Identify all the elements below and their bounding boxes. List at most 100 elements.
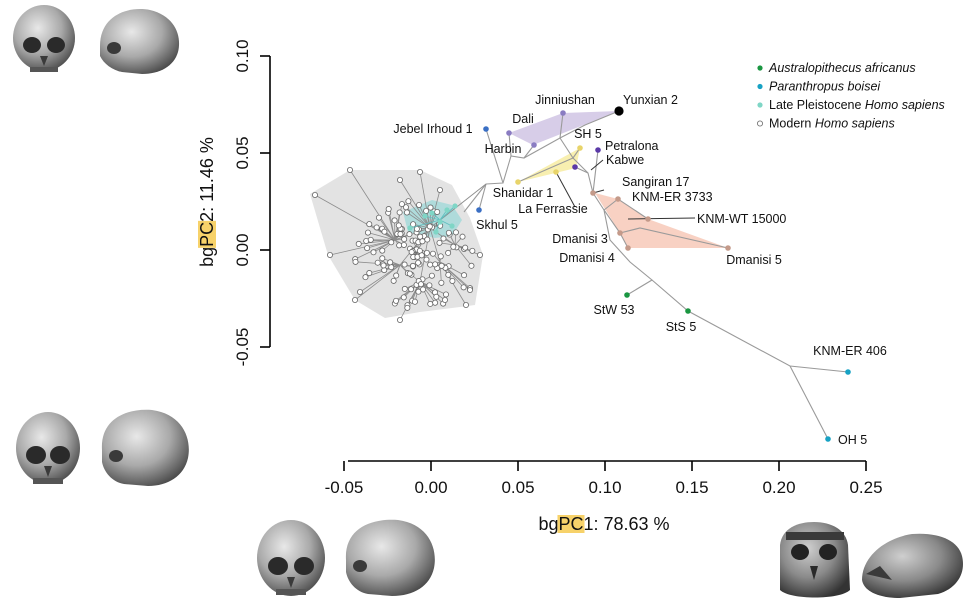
modern-point (445, 229, 452, 236)
modern-point (401, 261, 408, 268)
specimen-point (476, 207, 482, 213)
legend-marker (757, 83, 763, 90)
modern-point (364, 229, 371, 236)
modern-point (373, 224, 380, 231)
modern-point (408, 249, 415, 256)
specimen-points (476, 106, 851, 442)
modern-point (417, 281, 424, 288)
specimen-label: StS 5 (666, 320, 697, 334)
legend-label: Late Pleistocene Homo sapiens (769, 98, 945, 112)
legend-marker (757, 102, 763, 108)
specimen-label: Yunxian 2 (623, 93, 678, 107)
modern-point (437, 253, 444, 260)
hull-homo-erectus (595, 193, 728, 248)
modern-point (393, 272, 400, 279)
modern-point (390, 277, 397, 284)
specimen-point (595, 147, 601, 153)
late-pleistocene-points (407, 203, 458, 235)
legend-marker (757, 65, 763, 71)
specimen-label: StW 53 (594, 303, 635, 317)
modern-point (427, 204, 434, 211)
modern-point (366, 221, 373, 228)
modern-point (442, 291, 449, 298)
modern-point (398, 201, 405, 208)
modern-point (461, 272, 468, 279)
modern-point (409, 262, 416, 269)
modern-point (423, 256, 430, 263)
legend-marker (756, 120, 764, 127)
modern-point (403, 209, 410, 216)
specimen-point (553, 169, 559, 175)
skull-lateral-top-left (100, 9, 180, 74)
x-tick-label: 0.25 (849, 478, 882, 497)
modern-point (433, 293, 440, 300)
specimen-label: KNM-ER 3733 (632, 190, 713, 204)
modern-point (432, 261, 439, 268)
modern-point (432, 299, 439, 306)
skull-front-bottom-center (257, 520, 325, 596)
specimen-point (645, 216, 651, 222)
specimen-label: La Ferrassie (518, 202, 588, 216)
modern-point (476, 251, 483, 258)
specimen-point (506, 130, 512, 136)
modern-point (423, 207, 430, 214)
specimen-point (825, 436, 831, 442)
modern-point (445, 271, 452, 278)
specimen-point (531, 142, 537, 148)
modern-point (415, 259, 422, 266)
modern-point (388, 239, 395, 246)
specimen-point (560, 110, 566, 116)
modern-point (423, 249, 430, 256)
modern-point (351, 296, 358, 303)
modern-point (429, 250, 436, 257)
late-pleistocene-point (444, 207, 450, 213)
modern-point (326, 251, 333, 258)
modern-point (434, 208, 441, 215)
modern-point (379, 255, 386, 262)
specimen-point (617, 230, 623, 236)
modern-point (311, 191, 318, 198)
specimen-point (483, 126, 489, 132)
modern-point (445, 249, 452, 256)
modern-point (385, 206, 392, 213)
specimen-label: KNM-ER 406 (813, 344, 887, 358)
modern-point (462, 244, 469, 251)
pc-highlight: PC (197, 222, 217, 247)
y-tick-label: 0.00 (233, 233, 252, 266)
specimen-point (625, 245, 631, 251)
late-pleistocene-point (449, 223, 455, 229)
modern-point (440, 235, 447, 242)
hull-european-middle-pleistocene (518, 148, 580, 182)
skull-front-bottom-right (780, 522, 850, 598)
modern-point (355, 240, 362, 247)
modern-point (406, 270, 413, 277)
modern-point (469, 247, 476, 254)
modern-point (380, 262, 387, 269)
modern-point (391, 217, 398, 224)
modern-point (396, 176, 403, 183)
specimen-label: KNM-WT 15000 (697, 212, 786, 226)
x-axis-title: bgPC1: 78.63 % (538, 514, 669, 534)
specimen-label: Dmanisi 5 (726, 253, 782, 267)
modern-point (375, 214, 382, 221)
pc-highlight: PC (558, 514, 583, 534)
specimen-label: Kabwe (606, 153, 644, 167)
modern-point (346, 166, 353, 173)
modern-point (441, 296, 448, 303)
modern-point (419, 238, 426, 245)
specimen-label: Skhul 5 (476, 218, 518, 232)
legend: Australopithecus africanus Paranthropus b… (756, 61, 945, 131)
modern-point (395, 222, 402, 229)
x-tick-label: 0.10 (588, 478, 621, 497)
modern-point (436, 239, 443, 246)
specimen-label: Dmanisi 4 (559, 251, 615, 265)
modern-point (408, 286, 415, 293)
x-tick-label: 0.05 (501, 478, 534, 497)
y-axis-title: bgPC2: 11.46 % (197, 137, 217, 267)
modern-point (438, 279, 445, 286)
legend-label: Paranthropus boisei (769, 80, 881, 94)
specimen-label: SH 5 (574, 127, 602, 141)
modern-point (405, 198, 412, 205)
